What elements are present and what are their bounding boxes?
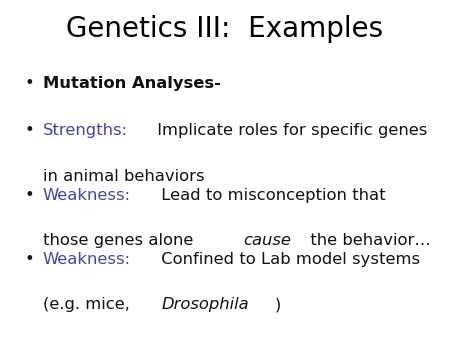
Text: ): ) (274, 297, 281, 312)
Text: the behavior…: the behavior… (306, 233, 431, 248)
Text: (e.g. mice,: (e.g. mice, (43, 297, 135, 312)
Text: Strengths:: Strengths: (43, 123, 128, 138)
Text: •: • (25, 188, 35, 202)
Text: •: • (25, 252, 35, 267)
Text: •: • (25, 76, 35, 91)
Text: Genetics III:  Examples: Genetics III: Examples (67, 15, 383, 43)
Text: Implicate roles for specific genes: Implicate roles for specific genes (153, 123, 428, 138)
Text: Confined to Lab model systems: Confined to Lab model systems (156, 252, 420, 267)
Text: Weakness:: Weakness: (43, 252, 131, 267)
Text: cause: cause (243, 233, 292, 248)
Text: those genes alone: those genes alone (43, 233, 198, 248)
Text: Weakness:: Weakness: (43, 188, 131, 202)
Text: •: • (25, 123, 35, 138)
Text: Mutation Analyses-: Mutation Analyses- (43, 76, 220, 91)
Text: Lead to misconception that: Lead to misconception that (156, 188, 386, 202)
Text: Drosophila: Drosophila (162, 297, 249, 312)
Text: in animal behaviors: in animal behaviors (43, 169, 204, 184)
